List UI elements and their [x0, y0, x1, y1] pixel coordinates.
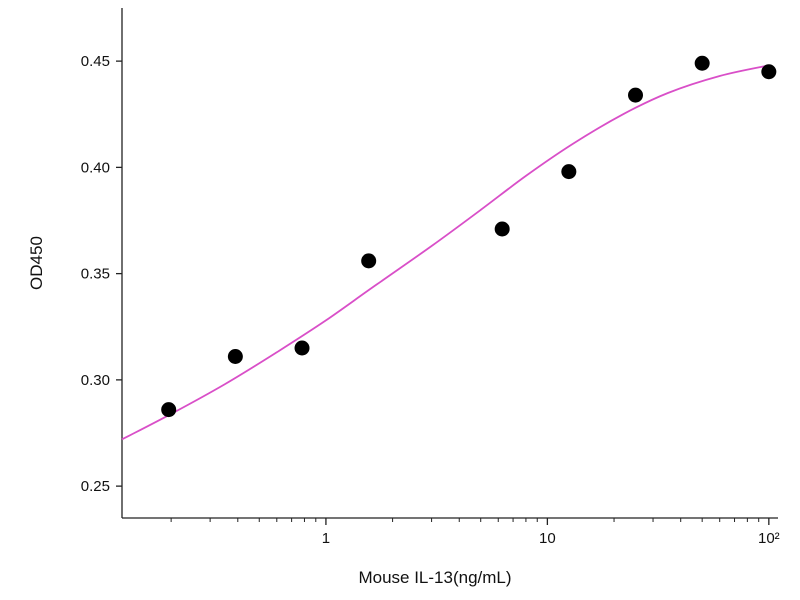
y-tick-label: 0.45: [81, 53, 110, 70]
y-tick-label: 0.35: [81, 266, 110, 283]
data-points: [161, 55, 777, 418]
fit-curve: [121, 64, 769, 441]
data-point: [694, 55, 710, 71]
y-tick-label: 0.40: [81, 159, 110, 176]
data-point: [294, 340, 310, 356]
data-point: [761, 64, 777, 80]
y-ticks: 0.25 0.30 0.35 0.40 0.45: [81, 53, 122, 495]
data-point: [561, 164, 577, 180]
x-axis-title: Mouse IL-13(ng/mL): [358, 568, 511, 587]
data-point: [227, 349, 243, 364]
y-axis-title: OD450: [27, 236, 46, 290]
y-tick-label: 0.25: [81, 478, 110, 495]
data-point: [494, 221, 510, 237]
data-point: [361, 253, 377, 269]
data-point: [161, 402, 177, 418]
data-point: [628, 87, 644, 103]
y-tick-label: 0.30: [81, 372, 110, 389]
x-tick-label: 10: [539, 530, 556, 547]
x-ticks: 1 10 10²: [170, 518, 780, 547]
x-tick-label: 10²: [758, 530, 780, 547]
x-tick-label: 1: [322, 530, 330, 547]
